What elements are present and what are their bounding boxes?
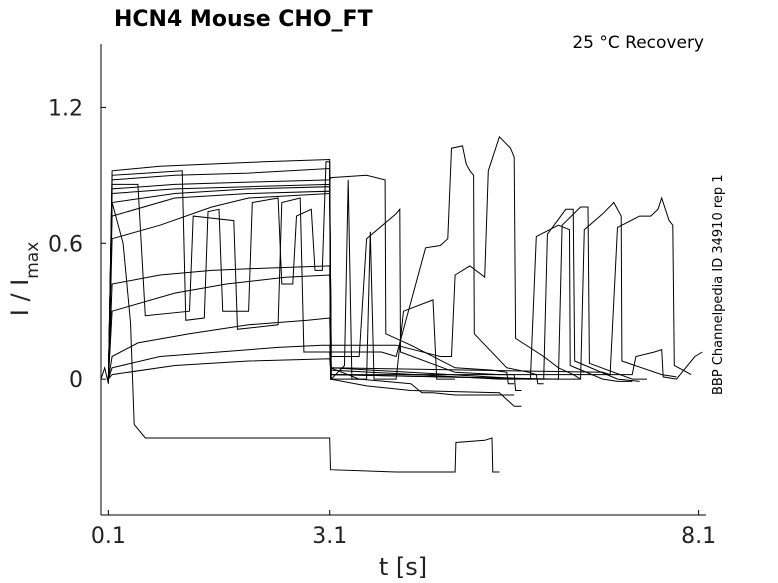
trace-line-7 <box>107 192 633 382</box>
traces <box>100 135 703 473</box>
trace-line-10 <box>107 201 677 380</box>
trace-line-12 <box>108 349 703 380</box>
trace-line-5 <box>107 145 544 385</box>
y-axis-label-sub: max <box>23 242 43 279</box>
side-label: BBP Channelpedia ID 34910 rep 1 <box>711 174 726 395</box>
y-tick-label: 0.6 <box>48 232 83 257</box>
x-axis-label: t [s] <box>379 553 427 581</box>
chart-annotation: 25 °C Recovery <box>572 33 704 53</box>
x-tick-label: 0.1 <box>91 524 126 549</box>
y-tick-label: 1.2 <box>48 96 83 121</box>
trace-line-3 <box>107 174 515 385</box>
x-tick-label: 8.1 <box>681 524 716 549</box>
trace-line-2 <box>107 167 522 407</box>
y-tick-label: 0 <box>69 368 83 393</box>
x-ticks: 0.1 3.1 8.1 <box>91 510 716 549</box>
trace-line-13 <box>107 161 456 381</box>
y-axis-label-main: I / I <box>6 279 34 317</box>
axes <box>100 44 706 516</box>
trace-line-14 <box>107 183 360 380</box>
trace-line-9 <box>107 206 647 380</box>
x-tick-label: 3.1 <box>312 524 347 549</box>
trace-line-15 <box>107 202 500 473</box>
chart-title: HCN4 Mouse CHO_FT <box>114 7 373 32</box>
trace-line-6 <box>107 135 581 380</box>
y-axis-label: I / Imax <box>6 242 43 317</box>
y-ticks: 0 0.6 1.2 <box>48 96 106 393</box>
